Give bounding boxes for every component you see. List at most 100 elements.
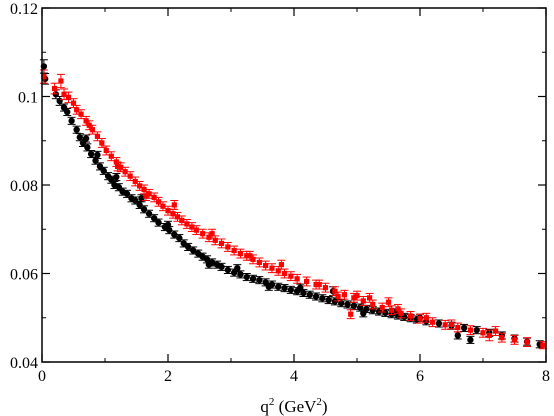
data-point bbox=[499, 335, 505, 341]
data-point bbox=[151, 194, 157, 200]
data-point bbox=[82, 135, 90, 142]
data-point bbox=[56, 97, 63, 105]
data-point bbox=[209, 231, 215, 237]
data-point bbox=[467, 336, 474, 344]
data-point bbox=[385, 299, 392, 305]
data-point bbox=[122, 169, 128, 175]
data-point bbox=[79, 139, 87, 147]
data-point bbox=[256, 259, 262, 266]
data-point bbox=[78, 111, 84, 117]
data-point bbox=[52, 85, 58, 92]
data-point bbox=[275, 268, 281, 274]
data-point bbox=[360, 310, 367, 317]
data-point bbox=[363, 305, 370, 313]
data-point bbox=[351, 295, 357, 301]
data-point bbox=[480, 330, 486, 336]
data-point bbox=[118, 164, 124, 170]
data-point bbox=[423, 315, 429, 321]
data-point bbox=[60, 104, 68, 111]
data-point bbox=[367, 295, 373, 301]
data-point bbox=[103, 147, 109, 154]
data-point bbox=[115, 184, 123, 191]
data-point bbox=[164, 221, 172, 229]
data-point bbox=[212, 237, 218, 243]
data-point bbox=[493, 328, 499, 334]
x-tick-label: 2 bbox=[164, 368, 172, 385]
data-point bbox=[395, 306, 401, 312]
y-tick-label: 0.08 bbox=[10, 178, 38, 195]
data-point bbox=[288, 273, 294, 279]
data-point bbox=[511, 337, 518, 343]
data-point bbox=[265, 283, 272, 290]
data-point bbox=[244, 253, 250, 259]
data-point bbox=[442, 322, 448, 328]
data-point bbox=[73, 126, 80, 133]
data-point bbox=[281, 284, 288, 292]
data-point bbox=[58, 78, 64, 84]
data-point bbox=[312, 293, 320, 300]
data-point bbox=[250, 256, 256, 262]
data-point bbox=[231, 247, 237, 254]
data-point bbox=[218, 263, 225, 271]
data-point bbox=[146, 191, 152, 197]
data-point bbox=[455, 324, 461, 331]
data-point bbox=[304, 278, 310, 285]
data-point bbox=[540, 342, 546, 348]
data-point bbox=[234, 264, 241, 272]
data-point bbox=[205, 261, 213, 268]
data-point bbox=[108, 153, 114, 159]
data-point bbox=[379, 304, 385, 311]
data-point bbox=[281, 270, 288, 277]
data-point bbox=[65, 94, 72, 100]
data-point bbox=[313, 281, 319, 288]
data-point bbox=[360, 298, 366, 304]
data-point bbox=[350, 302, 358, 310]
data-point bbox=[145, 210, 153, 217]
data-point bbox=[141, 186, 147, 193]
data-point bbox=[430, 319, 436, 325]
data-point bbox=[138, 195, 145, 202]
data-point bbox=[344, 301, 351, 308]
data-point bbox=[294, 276, 300, 282]
data-point bbox=[184, 243, 192, 251]
data-point bbox=[225, 244, 231, 250]
data-point bbox=[89, 127, 95, 133]
data-point bbox=[137, 183, 143, 189]
data-point bbox=[76, 134, 84, 141]
data-point bbox=[262, 279, 269, 286]
data-point bbox=[170, 211, 176, 217]
x-label-close: ) bbox=[322, 397, 328, 416]
x-label-rest: (GeV bbox=[274, 397, 317, 416]
data-point bbox=[41, 73, 47, 80]
data-point bbox=[136, 201, 143, 209]
data-point bbox=[287, 286, 295, 294]
data-point bbox=[174, 214, 181, 220]
data-point bbox=[322, 285, 329, 291]
data-point bbox=[61, 91, 67, 97]
data-point bbox=[448, 321, 455, 327]
data-point bbox=[417, 316, 423, 322]
data-point bbox=[224, 266, 232, 274]
data-point bbox=[247, 253, 253, 259]
data-point bbox=[218, 240, 225, 247]
data-point bbox=[123, 190, 131, 198]
data-point bbox=[165, 208, 171, 214]
y-tick-label: 0.06 bbox=[10, 267, 38, 284]
data-point bbox=[348, 311, 354, 317]
data-point bbox=[486, 332, 492, 339]
data-point bbox=[382, 309, 389, 317]
data-point bbox=[171, 202, 177, 208]
data-point bbox=[297, 284, 304, 291]
x-label-sup: 2 bbox=[269, 396, 275, 408]
data-point bbox=[150, 214, 158, 222]
data-point bbox=[243, 273, 250, 281]
data-point bbox=[140, 206, 148, 213]
x-tick-label: 4 bbox=[290, 368, 298, 385]
data-point bbox=[278, 262, 284, 268]
data-point bbox=[237, 250, 244, 257]
x-tick-label: 0 bbox=[38, 368, 46, 385]
data-point bbox=[87, 150, 95, 158]
data-point bbox=[524, 339, 530, 345]
data-point bbox=[171, 231, 178, 238]
y-tick-label: 0.12 bbox=[10, 1, 38, 18]
